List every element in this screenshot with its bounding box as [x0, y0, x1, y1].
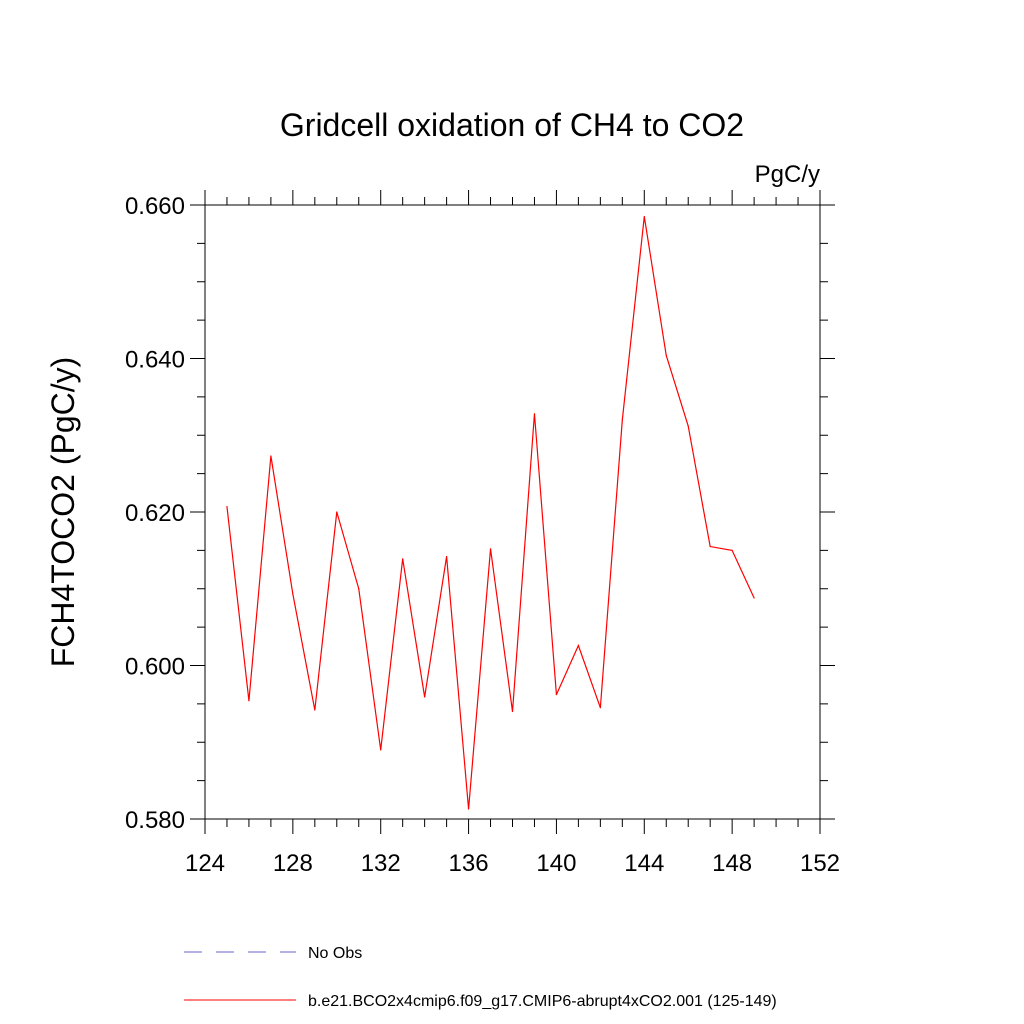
plot-frame	[204, 204, 821, 820]
y-tick-label: 0.600	[125, 654, 185, 681]
x-tick-label: 128	[273, 850, 313, 877]
legend: No Obs b.e21.BCO2x4cmip6.f09_g17.CMIP6-ab…	[184, 945, 777, 1010]
data-point	[753, 597, 755, 599]
data-point	[270, 455, 272, 457]
y-axis-label: FCH4TOCO2 (PgC/y)	[45, 357, 81, 668]
data-point	[577, 644, 579, 647]
x-tick-label: 152	[800, 850, 840, 877]
x-tick-label: 140	[536, 850, 576, 877]
data-point	[314, 709, 316, 711]
data-point	[621, 419, 623, 421]
data-point	[292, 593, 294, 595]
data-point	[665, 354, 667, 357]
data-point	[687, 425, 689, 427]
data-point	[380, 749, 382, 751]
data-point	[599, 707, 601, 709]
x-tick-label: 148	[712, 850, 752, 877]
y-tick-label: 0.580	[125, 807, 185, 834]
data-point	[248, 700, 250, 702]
data-point	[446, 555, 448, 558]
x-tick-label: 136	[449, 850, 489, 877]
data-point	[533, 413, 536, 415]
data-point	[489, 548, 492, 550]
data-point	[467, 808, 470, 810]
data-point	[358, 588, 360, 590]
data-point	[226, 506, 228, 508]
y-tick-label: 0.620	[125, 500, 185, 527]
data-point	[511, 710, 514, 713]
chart-title: Gridcell oxidation of CH4 to CO2	[280, 107, 744, 143]
data-point	[731, 549, 733, 551]
y-tick-label: 0.640	[125, 347, 185, 374]
axis-ticks: 124 128 132 136 140 144 148 152 0.580 0.600 0.620 0…	[125, 190, 840, 877]
data-point	[555, 694, 558, 696]
units-label: PgC/y	[755, 161, 820, 188]
legend-label: No Obs	[308, 945, 362, 962]
x-tick-label: 124	[185, 850, 225, 877]
data-point	[402, 558, 404, 560]
data-point	[709, 545, 711, 548]
series-line-0	[226, 216, 755, 810]
x-tick-label: 144	[624, 850, 664, 877]
data-point	[643, 215, 645, 218]
x-tick-label: 132	[361, 850, 401, 877]
series-layer	[226, 215, 755, 810]
y-tick-label: 0.660	[125, 193, 185, 220]
data-point	[336, 511, 338, 513]
legend-label: b.e21.BCO2x4cmip6.f09_g17.CMIP6-abrupt4x…	[308, 993, 777, 1010]
data-point	[424, 696, 426, 698]
